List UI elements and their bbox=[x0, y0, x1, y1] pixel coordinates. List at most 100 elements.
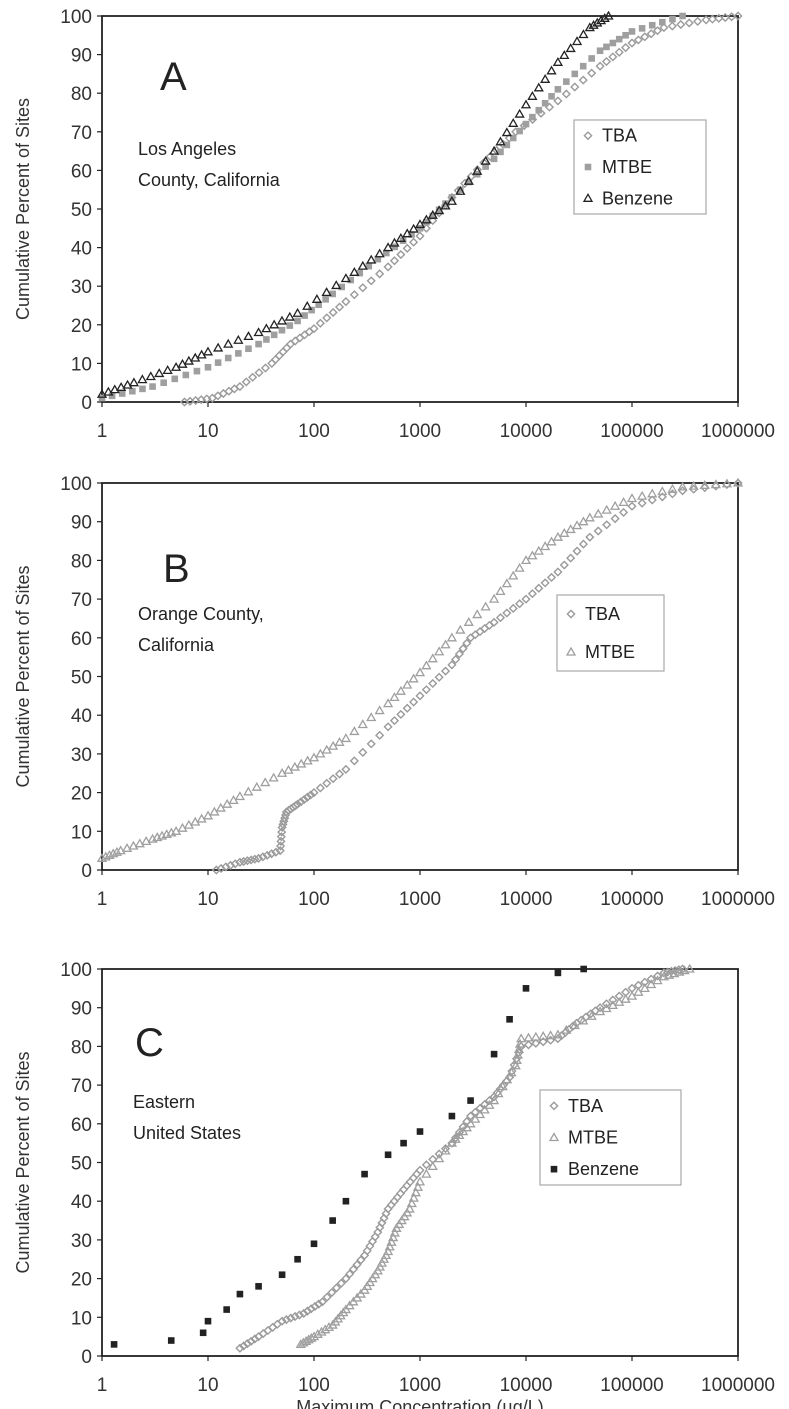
data-point bbox=[485, 151, 495, 162]
data-point bbox=[389, 256, 400, 266]
data-point bbox=[299, 1308, 309, 1319]
data-point bbox=[108, 848, 119, 858]
data-point bbox=[365, 262, 373, 270]
data-point bbox=[389, 692, 400, 702]
data-point bbox=[294, 1310, 304, 1320]
data-point bbox=[415, 1165, 425, 1175]
data-point bbox=[255, 1283, 262, 1290]
data-point bbox=[386, 1236, 397, 1246]
data-point bbox=[601, 999, 612, 1009]
y-tick-label: 80 bbox=[71, 551, 92, 572]
data-point bbox=[599, 13, 610, 22]
data-point bbox=[627, 38, 637, 48]
data-point bbox=[501, 1074, 513, 1084]
data-point bbox=[657, 492, 667, 502]
data-point bbox=[286, 322, 294, 329]
data-point bbox=[563, 78, 570, 85]
data-point bbox=[482, 163, 489, 170]
data-point bbox=[329, 1217, 336, 1224]
data-point bbox=[349, 290, 359, 300]
data-point bbox=[511, 1055, 522, 1064]
data-point bbox=[370, 1232, 380, 1242]
data-point bbox=[292, 799, 303, 809]
data-point bbox=[667, 483, 678, 493]
data-point bbox=[588, 19, 599, 29]
legend-label: Benzene bbox=[568, 1159, 639, 1179]
data-point bbox=[586, 1010, 597, 1020]
data-point bbox=[341, 1274, 351, 1284]
data-point bbox=[516, 1033, 527, 1043]
y-tick-label: 100 bbox=[60, 960, 92, 981]
data-point bbox=[281, 1315, 292, 1325]
data-point bbox=[580, 965, 587, 973]
y-tick-label: 10 bbox=[71, 354, 92, 375]
data-point bbox=[421, 223, 431, 233]
data-point bbox=[440, 1143, 451, 1154]
data-point bbox=[270, 331, 278, 339]
data-point bbox=[647, 488, 658, 498]
data-point bbox=[374, 705, 385, 715]
data-point bbox=[467, 1097, 474, 1104]
data-point bbox=[258, 852, 268, 862]
data-point bbox=[513, 1044, 525, 1054]
y-tick-label: 0 bbox=[81, 393, 92, 414]
data-point bbox=[508, 117, 519, 127]
y-tick-label: 0 bbox=[81, 1347, 92, 1368]
data-point bbox=[278, 326, 286, 334]
data-point bbox=[349, 726, 360, 736]
data-point bbox=[638, 25, 646, 32]
data-point bbox=[334, 769, 345, 779]
data-point bbox=[235, 1343, 245, 1353]
data-point bbox=[688, 480, 699, 490]
data-point bbox=[223, 1306, 230, 1313]
data-point bbox=[592, 17, 603, 27]
data-point bbox=[122, 379, 133, 389]
data-point bbox=[328, 774, 338, 784]
data-point bbox=[103, 386, 114, 396]
x-tick-label: 1 bbox=[97, 1375, 108, 1396]
y-tick-label: 50 bbox=[71, 668, 92, 689]
data-point bbox=[608, 52, 618, 62]
x-tick-label: 10 bbox=[197, 1375, 218, 1396]
data-point bbox=[104, 849, 115, 859]
data-point bbox=[275, 846, 285, 856]
panel-letter: C bbox=[135, 1021, 164, 1065]
data-point bbox=[128, 840, 139, 850]
data-point bbox=[463, 617, 474, 626]
data-point bbox=[516, 127, 523, 135]
data-point bbox=[356, 269, 364, 277]
data-point bbox=[315, 318, 325, 328]
data-point bbox=[465, 1118, 476, 1128]
data-point bbox=[428, 678, 438, 689]
data-point bbox=[116, 382, 127, 391]
data-point bbox=[733, 11, 743, 21]
data-point bbox=[341, 297, 351, 307]
data-point bbox=[276, 832, 286, 842]
data-point bbox=[253, 853, 264, 863]
data-point bbox=[533, 545, 544, 555]
data-point bbox=[458, 644, 468, 654]
y-tick-label: 70 bbox=[71, 590, 92, 611]
data-point bbox=[349, 266, 360, 276]
data-point bbox=[292, 307, 303, 317]
data-point bbox=[440, 1145, 451, 1155]
legend-marker bbox=[584, 163, 592, 171]
data-point bbox=[128, 377, 140, 387]
data-point bbox=[402, 228, 413, 238]
data-point bbox=[601, 504, 612, 514]
data-point bbox=[322, 778, 332, 788]
data-point bbox=[358, 747, 368, 757]
data-point bbox=[647, 495, 657, 505]
data-point bbox=[100, 851, 111, 861]
y-tick-label: 40 bbox=[71, 1192, 92, 1213]
data-point bbox=[669, 15, 676, 23]
data-point bbox=[357, 719, 368, 729]
data-point bbox=[145, 371, 156, 381]
x-tick-label: 1000000 bbox=[701, 889, 775, 910]
data-point bbox=[448, 1112, 456, 1120]
data-point bbox=[489, 617, 499, 627]
x-tick-label: 10 bbox=[197, 889, 218, 910]
x-tick-label: 1000 bbox=[399, 889, 441, 910]
data-point bbox=[254, 368, 264, 378]
data-point bbox=[356, 1255, 366, 1265]
